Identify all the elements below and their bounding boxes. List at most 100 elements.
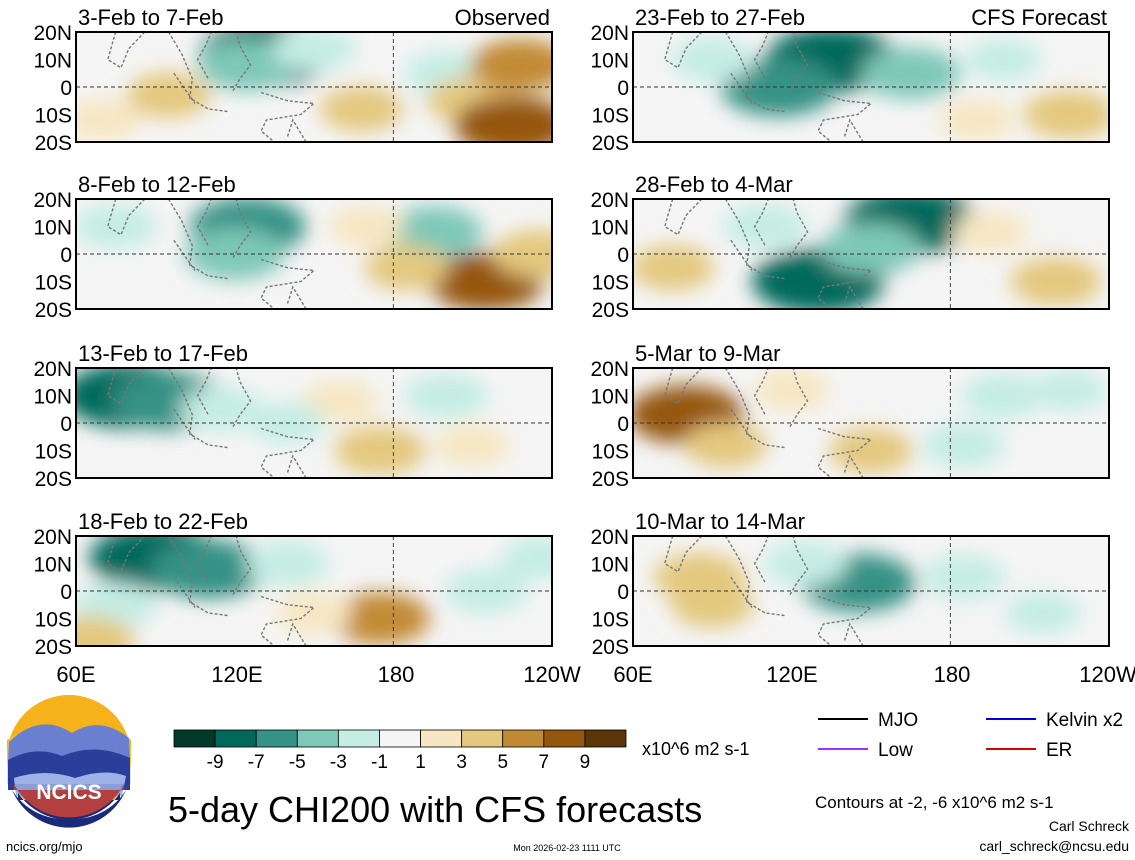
coastline bbox=[788, 32, 809, 93]
anomaly-blob-7 bbox=[328, 205, 405, 248]
panel-title: 3-Feb to 7-Feb bbox=[78, 5, 224, 30]
coastline bbox=[231, 32, 252, 93]
lat-label: 20S bbox=[592, 468, 629, 491]
lat-label: 20S bbox=[35, 636, 72, 659]
anomaly-blob-3 bbox=[860, 47, 961, 100]
lat-label: 0 bbox=[617, 413, 629, 436]
observed-panel-3: 18-Feb to 22-Feb 20N 10N 0 10S 20S bbox=[33, 509, 553, 659]
coastline bbox=[817, 91, 873, 142]
anomaly-blob-2 bbox=[76, 581, 158, 628]
coastline bbox=[843, 285, 864, 309]
lat-label: 20S bbox=[592, 132, 629, 155]
coastline bbox=[730, 239, 753, 271]
coastlines bbox=[663, 536, 873, 646]
panel-title: 23-Feb to 27-Feb bbox=[635, 5, 805, 30]
anomaly-blob-2 bbox=[272, 32, 356, 72]
lat-label: 20S bbox=[35, 468, 72, 491]
coastline bbox=[196, 368, 213, 416]
lat-label: 10N bbox=[33, 217, 72, 240]
colorbar-swatch-1 bbox=[214, 729, 257, 748]
colorbar-tick-label: 9 bbox=[580, 752, 591, 773]
lon-label-left-60E: 60E bbox=[56, 662, 95, 687]
colorbar-swatch-8 bbox=[502, 729, 545, 748]
coastline bbox=[843, 118, 864, 142]
coastline bbox=[167, 536, 230, 617]
coastline bbox=[730, 576, 753, 608]
lat-label: 10S bbox=[35, 272, 72, 295]
coastline bbox=[724, 199, 787, 280]
coastlines bbox=[663, 368, 873, 478]
lat-label: 10S bbox=[35, 441, 72, 464]
lat-label: 10N bbox=[590, 50, 629, 73]
anomaly-blob-6 bbox=[434, 423, 511, 467]
colorbar-swatch-6 bbox=[420, 729, 463, 748]
coastlines bbox=[663, 32, 873, 142]
coastline bbox=[260, 427, 316, 478]
anomaly-blob-1 bbox=[184, 228, 285, 280]
coastline bbox=[843, 454, 864, 478]
line-legend: MJO Kelvin x2 Low ER bbox=[818, 710, 1123, 761]
lon-label-right-60E: 60E bbox=[613, 662, 652, 687]
panel-frame bbox=[75, 535, 553, 647]
colorbar-tick-label: 5 bbox=[497, 752, 508, 773]
coastline bbox=[231, 368, 252, 429]
anomaly-blob-6 bbox=[492, 229, 552, 279]
coastline bbox=[730, 408, 753, 440]
anomaly-blob-1 bbox=[720, 57, 837, 117]
coastline bbox=[286, 285, 307, 309]
coastline bbox=[196, 536, 213, 584]
lat-label: 10N bbox=[590, 554, 629, 577]
anomaly-blob-4 bbox=[921, 554, 1006, 601]
coastline bbox=[260, 91, 316, 142]
colorbar-swatch-10 bbox=[584, 729, 627, 748]
lat-label: 10S bbox=[592, 105, 629, 128]
coastline bbox=[196, 199, 213, 247]
lat-label: 20N bbox=[590, 189, 629, 212]
panels-group: 3-Feb to 7-Feb Observed 20N 10N 0 10S 20S 8-Feb… bbox=[33, 5, 1110, 659]
anomaly-blob-2 bbox=[179, 386, 264, 433]
observed-panel-1: 8-Feb to 12-Feb 20N 10N 0 10S 20S bbox=[33, 172, 553, 322]
anomaly-blob-4 bbox=[302, 379, 379, 423]
coastline bbox=[724, 368, 787, 449]
coastline bbox=[173, 72, 196, 104]
coastlines bbox=[663, 199, 873, 309]
lat-label: 0 bbox=[60, 77, 72, 100]
coastline bbox=[730, 72, 753, 104]
panel-frame bbox=[632, 367, 1110, 479]
panel-frame bbox=[75, 31, 553, 143]
coastline bbox=[788, 368, 809, 429]
coastline bbox=[173, 239, 196, 271]
panel-title: 28-Feb to 4-Mar bbox=[635, 172, 793, 197]
coastline bbox=[173, 408, 196, 440]
site-url: ncics.org/mjo bbox=[6, 839, 83, 854]
anomaly-field bbox=[653, 540, 1081, 635]
lat-label: 10N bbox=[590, 217, 629, 240]
coastlines bbox=[106, 199, 316, 309]
lat-label: 20N bbox=[590, 526, 629, 549]
units-label: x10^6 m2 s-1 bbox=[642, 739, 750, 759]
lat-label: 10S bbox=[592, 609, 629, 632]
coastline bbox=[106, 368, 146, 405]
lat-label: 20S bbox=[35, 132, 72, 155]
anomaly-blob-5 bbox=[1004, 591, 1081, 635]
legend-er-label: ER bbox=[1046, 740, 1072, 761]
anomaly-blob-2 bbox=[76, 203, 158, 250]
anomaly-blob-4 bbox=[633, 244, 715, 291]
colorbar-tick-label: 1 bbox=[415, 752, 426, 773]
anomaly-blob-2 bbox=[829, 427, 913, 474]
coastline bbox=[817, 427, 873, 478]
observed-panel-2: 13-Feb to 17-Feb 20N 10N 0 10S 20S bbox=[33, 341, 553, 491]
forecast-panel-0: 23-Feb to 27-Feb CFS Forecast 20N 10N 0 10S 20… bbox=[590, 5, 1110, 155]
lon-label-left-180: 180 bbox=[378, 662, 415, 687]
legend-low-label: Low bbox=[878, 740, 913, 761]
coastline bbox=[753, 368, 770, 416]
panel-frame bbox=[632, 198, 1110, 310]
coastline bbox=[724, 536, 787, 617]
coastline bbox=[106, 536, 146, 573]
panel-frame bbox=[75, 367, 553, 479]
anomaly-field bbox=[633, 368, 1108, 474]
anomaly-blob-5 bbox=[276, 591, 352, 635]
coastline bbox=[753, 32, 770, 80]
lat-label: 10S bbox=[35, 609, 72, 632]
observed-column-label: Observed bbox=[455, 5, 550, 30]
